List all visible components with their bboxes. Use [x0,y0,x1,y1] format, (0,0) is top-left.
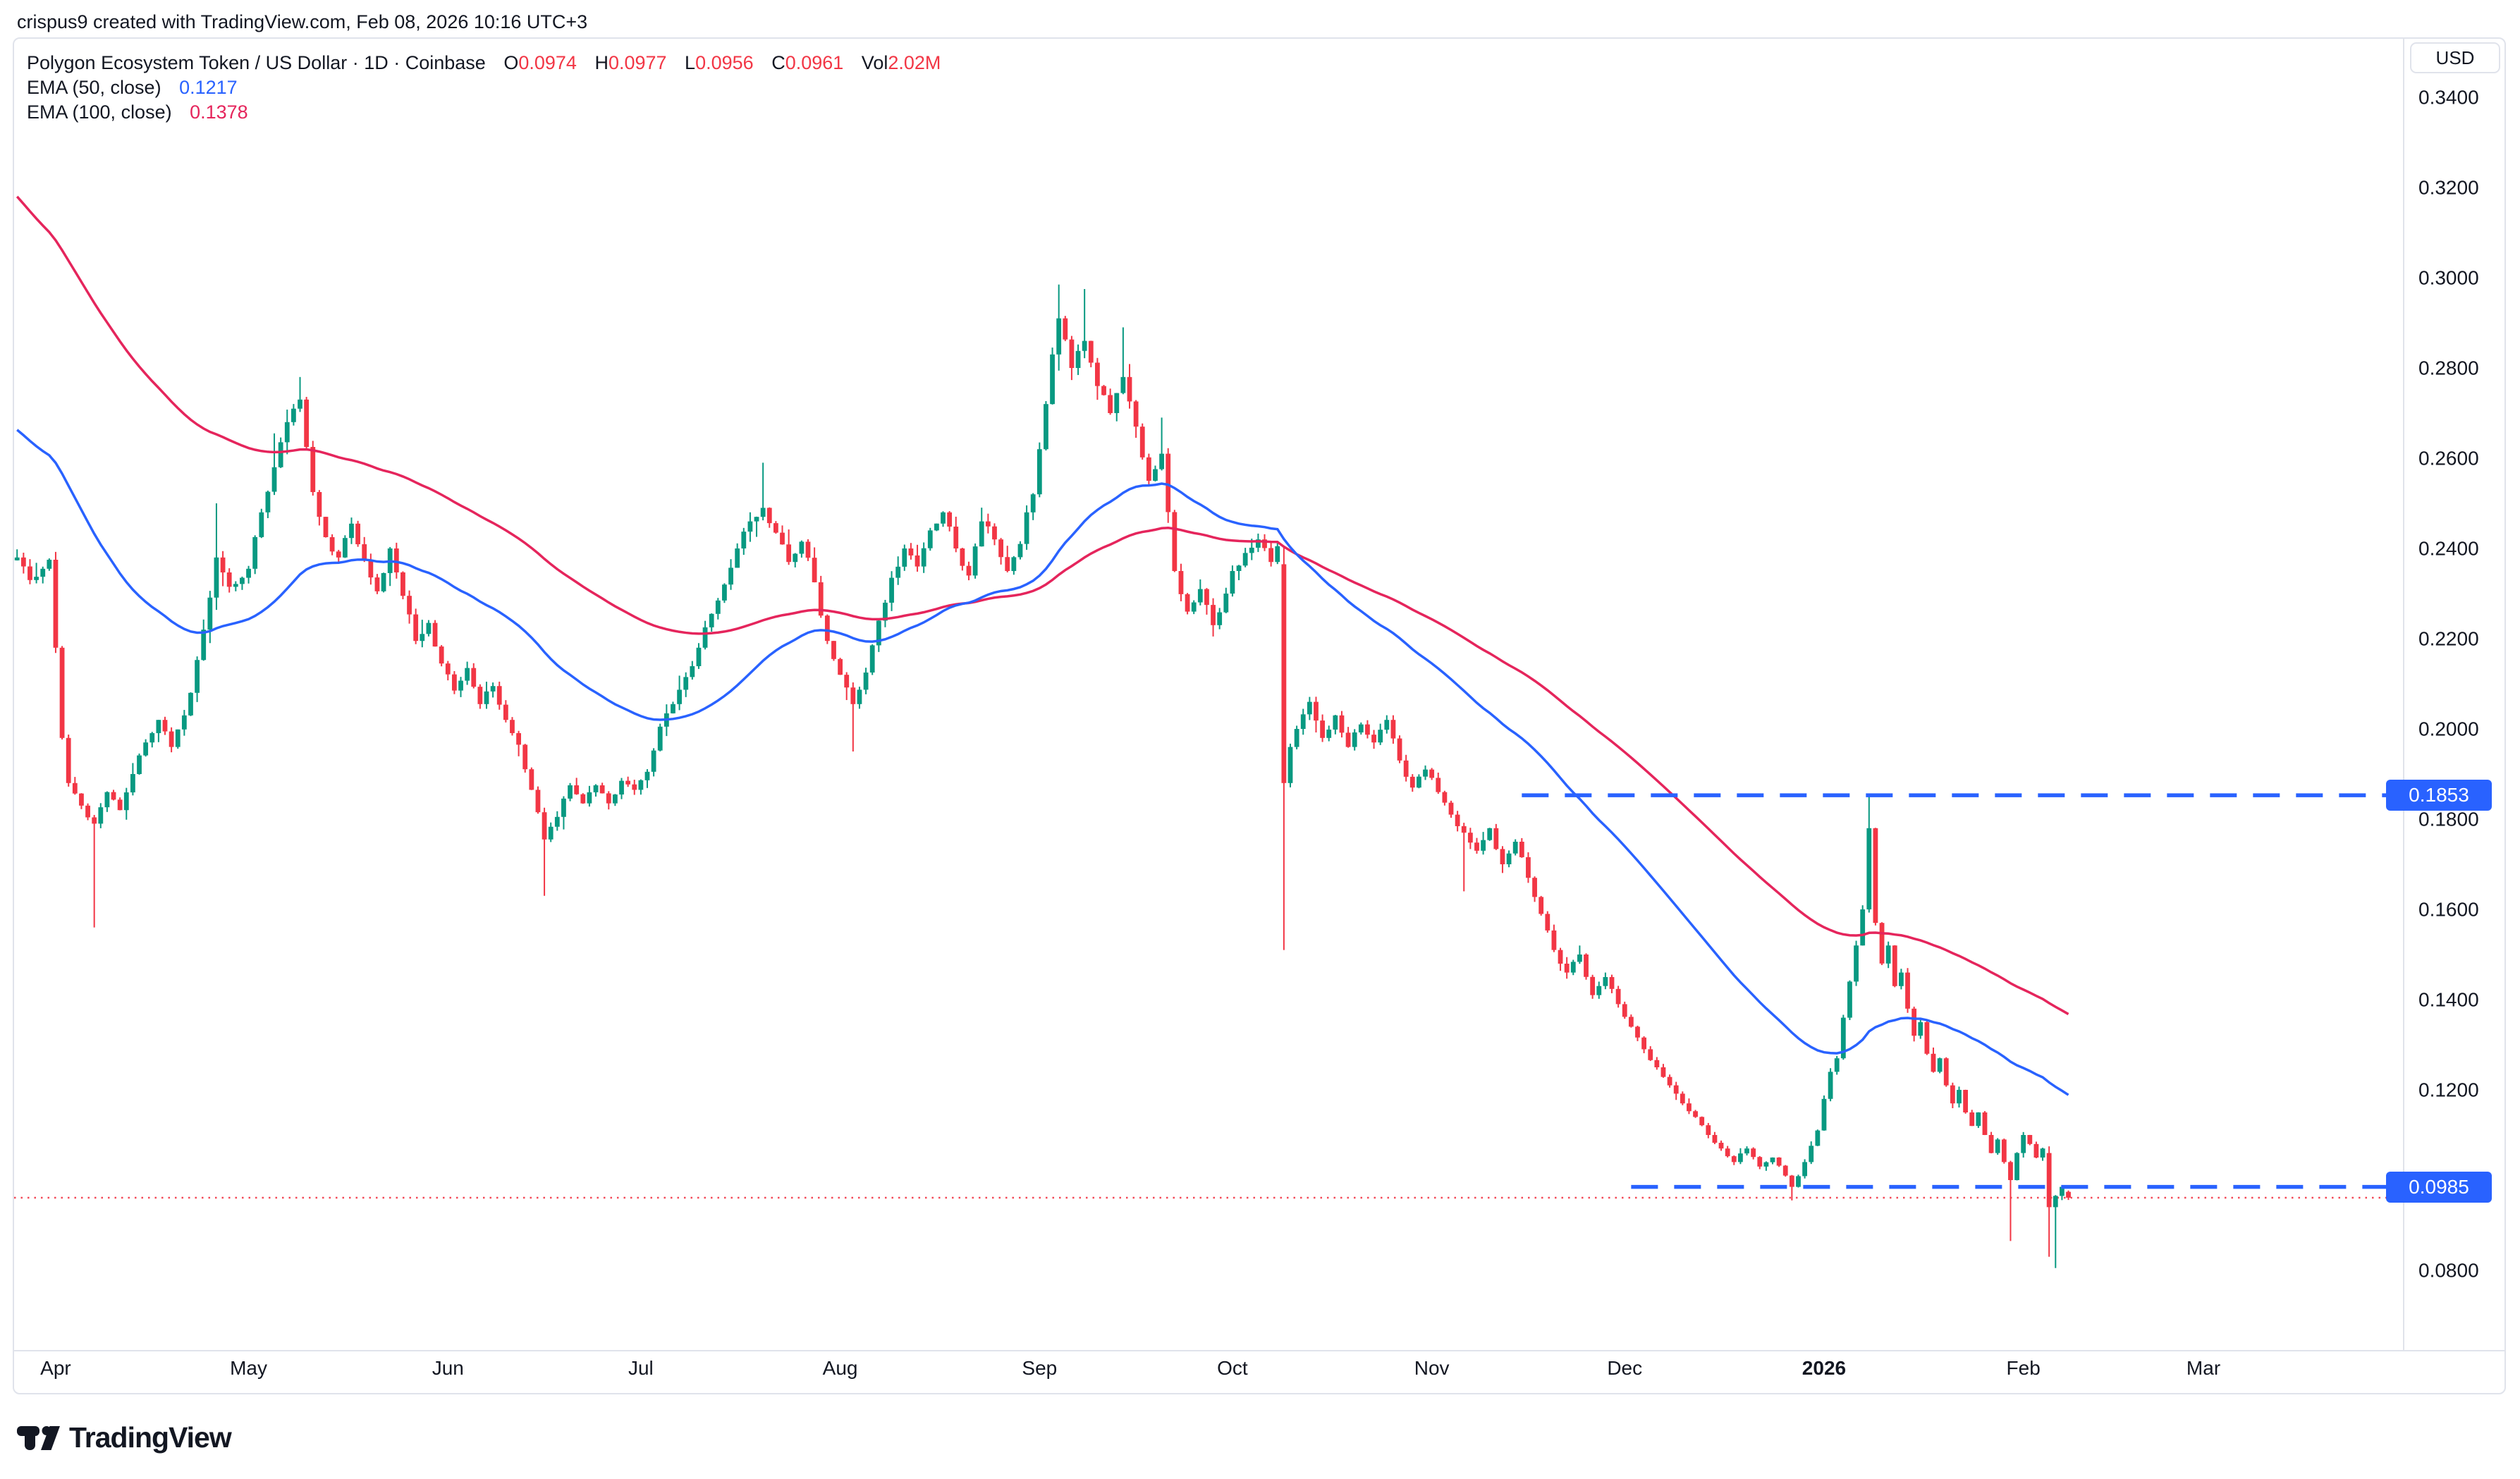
tradingview-logo-icon [17,1425,60,1450]
low-value: 0.0956 [695,52,754,73]
x-tick-Aug: Aug [823,1357,858,1379]
ema100-value: 0.1378 [190,102,248,123]
candles-layer [14,284,2071,1268]
x-tick-Mar: Mar [2186,1357,2220,1379]
legend-ema50-row: EMA (50, close) 0.1217 [27,75,941,100]
price-level-badge: 0.0985 [2386,1171,2492,1203]
x-tick-Jul: Jul [628,1357,654,1379]
y-tick-0.1800: 0.1800 [2418,809,2479,830]
x-tick-Nov: Nov [1414,1357,1450,1379]
close-value: 0.0961 [785,52,844,73]
low-label: L [685,52,696,73]
high-value: 0.0977 [608,52,667,73]
legend-symbol-row: Polygon Ecosystem Token / US Dollar · 1D… [27,51,941,75]
chart-card [13,37,2506,1394]
attribution-text: crispus9 created with TradingView.com, F… [17,11,588,32]
y-tick-0.3000: 0.3000 [2418,267,2479,289]
x-axis-labels[interactable]: Apr May Jun Jul Aug Sep Oct Nov Dec 2026 Feb Mar [40,1357,2220,1379]
volume-label: Vol [861,52,888,73]
ema50-label[interactable]: EMA (50, close) [27,77,161,98]
tradingview-logo[interactable]: TradingView [17,1421,232,1454]
plot-area[interactable] [14,195,2404,1268]
open-value: 0.0974 [518,52,577,73]
y-tick-0.2400: 0.2400 [2418,538,2479,560]
legend-ema100-row: EMA (100, close) 0.1378 [27,100,941,125]
x-tick-Sep: Sep [1022,1357,1057,1379]
volume-value: 2.02M [888,52,941,73]
ema50-value: 0.1217 [179,77,238,98]
y-tick-0.2800: 0.2800 [2418,357,2479,379]
currency-toggle-button[interactable]: USD [2410,42,2500,73]
x-tick-Dec: Dec [1607,1357,1642,1379]
tradingview-logo-text: TradingView [69,1421,232,1454]
y-tick-0.1600: 0.1600 [2418,899,2479,921]
y-tick-0.0800: 0.0800 [2418,1260,2479,1282]
open-label: O [503,52,519,73]
chart-legend: Polygon Ecosystem Token / US Dollar · 1D… [27,51,941,125]
symbol-title[interactable]: Polygon Ecosystem Token / US Dollar · 1D… [27,52,486,73]
ema50-line [16,429,2069,1096]
y-tick-0.1200: 0.1200 [2418,1079,2479,1101]
ema100-line [16,195,2069,1016]
price-level-badge: 0.1853 [2386,780,2492,811]
close-label: C [771,52,785,73]
y-tick-0.2200: 0.2200 [2418,628,2479,650]
x-tick-May: May [230,1357,267,1379]
high-label: H [594,52,608,73]
x-tick-Oct: Oct [1217,1357,1248,1379]
x-tick-Feb: Feb [2007,1357,2041,1379]
y-tick-0.1400: 0.1400 [2418,989,2479,1011]
x-tick-Jun: Jun [432,1357,464,1379]
y-tick-0.3200: 0.3200 [2418,177,2479,199]
y-tick-0.2000: 0.2000 [2418,718,2479,740]
ema100-label[interactable]: EMA (100, close) [27,102,172,123]
x-tick-2026: 2026 [1802,1357,1846,1379]
y-tick-0.2600: 0.2600 [2418,448,2479,470]
y-tick-0.3400: 0.3400 [2418,87,2479,109]
y-axis-labels[interactable]: 0.3400 0.3200 0.3000 0.2800 0.2600 0.2400 0.22… [2418,87,2479,1282]
x-tick-Apr: Apr [40,1357,71,1379]
